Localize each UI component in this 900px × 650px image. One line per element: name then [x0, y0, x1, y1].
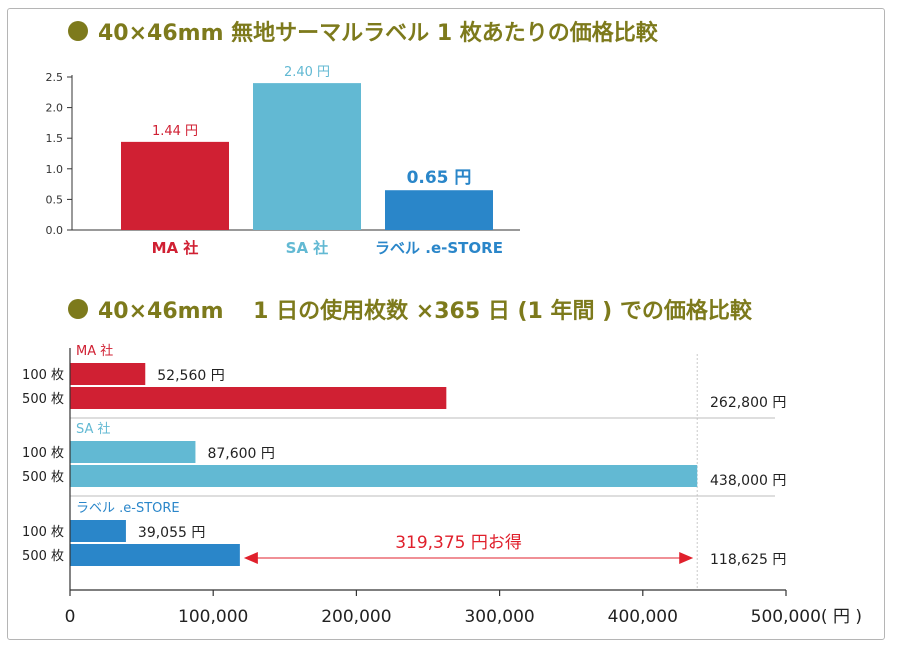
chart1-y-tick-label: 2.0	[46, 102, 64, 115]
chart2-row-label: 500 枚	[22, 470, 64, 485]
savings-annotation: 319,375 円お得	[395, 533, 522, 553]
chart1-bar	[253, 83, 361, 231]
chart2-bar	[70, 465, 698, 487]
chart1-category-label: ラベル .e-STORE	[375, 239, 503, 257]
chart2-title: 40×46mm 1 日の使用枚数 ×365 日 (1 年間 ) での価格比較	[98, 299, 752, 324]
chart2-bar	[70, 363, 146, 385]
chart2-value-label: 118,625 円	[710, 552, 786, 568]
chart1-data-label: 0.65 円	[407, 168, 472, 188]
chart1-data-label: 1.44 円	[152, 124, 198, 139]
chart2-x-tick-label: 0	[65, 607, 76, 627]
chart1-bar	[385, 190, 493, 230]
chart2-row-label: 100 枚	[22, 525, 64, 540]
chart1-heading: 40×46mm 無地サーマルラベル 1 枚あたりの価格比較	[68, 14, 658, 48]
chart1-data-label: 2.40 円	[284, 65, 330, 80]
chart2-x-tick-label: 300,000	[464, 607, 534, 627]
chart1-category-label: MA 社	[152, 239, 199, 257]
chart2-row-label: 100 枚	[22, 446, 64, 461]
chart2-row-label: 100 枚	[22, 368, 64, 383]
savings-arrow-right-icon	[679, 552, 694, 564]
chart2-bar	[70, 441, 196, 463]
chart2-value-label: 39,055 円	[138, 525, 205, 541]
chart2-value-label: 438,000 円	[710, 473, 786, 489]
chart2-x-tick-label: 400,000	[608, 607, 678, 627]
chart1-y-tick-label: 2.5	[46, 71, 64, 84]
chart2-row-label: 500 枚	[22, 392, 64, 407]
chart2-group-label: MA 社	[76, 343, 113, 359]
chart2-value-label: 52,560 円	[157, 368, 224, 384]
chart2-group-label: ラベル .e-STORE	[76, 501, 180, 516]
heading-bullet-icon	[68, 299, 88, 319]
chart2-value-label: 87,600 円	[207, 446, 274, 462]
chart-frame	[7, 8, 885, 640]
chart2-group-label: SA 社	[76, 421, 111, 437]
chart2-bar	[70, 387, 447, 409]
chart1-category-label: SA 社	[286, 239, 329, 257]
chart2-bar	[70, 544, 240, 566]
chart2-x-tick-label: 500,000( 円 )	[751, 607, 862, 627]
chart1-title: 40×46mm 無地サーマルラベル 1 枚あたりの価格比較	[98, 21, 658, 46]
savings-arrow-left-icon	[243, 552, 258, 564]
chart2-x-tick-label: 100,000	[178, 607, 248, 627]
chart2-row-label: 500 枚	[22, 549, 64, 564]
heading-bullet-icon	[68, 21, 88, 41]
chart1-bar	[121, 141, 229, 230]
chart1-y-tick-label: 0.0	[46, 224, 64, 237]
chart2-value-label: 262,800 円	[710, 395, 786, 411]
chart2-heading: 40×46mm 1 日の使用枚数 ×365 日 (1 年間 ) での価格比較	[68, 292, 752, 326]
chart1-y-tick-label: 1.0	[46, 163, 64, 176]
chart1-y-tick-label: 0.5	[46, 193, 64, 206]
chart1-y-tick-label: 1.5	[46, 132, 64, 145]
chart2-x-tick-label: 200,000	[321, 607, 391, 627]
chart2-bar	[70, 520, 126, 542]
